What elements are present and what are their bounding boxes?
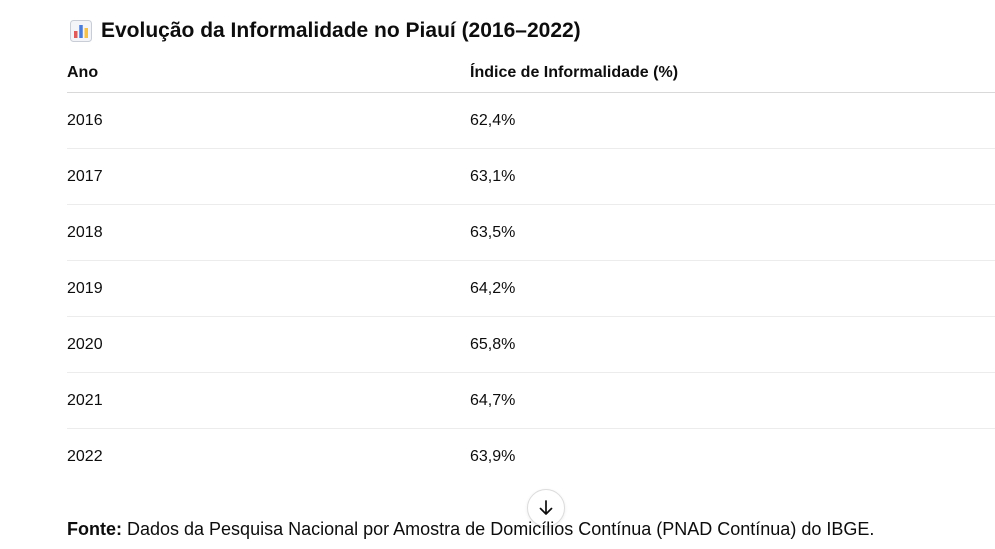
cell-year: 2017 — [67, 148, 470, 205]
cell-index: 64,2% — [470, 260, 995, 317]
column-header-ano: Ano — [67, 54, 470, 93]
cell-index: 65,8% — [470, 316, 995, 373]
source-label: Fonte: — [67, 519, 122, 539]
cell-index: 63,5% — [470, 204, 995, 261]
title-row: Evolução da Informalidade no Piauí (2016… — [70, 16, 581, 46]
scroll-down-button[interactable] — [527, 489, 565, 527]
cell-index: 62,4% — [470, 92, 995, 149]
informality-table: Ano Índice de Informalidade (%) 2016 62,… — [67, 54, 995, 484]
table-row: 2020 65,8% — [67, 316, 995, 373]
page-title: Evolução da Informalidade no Piauí (2016… — [101, 19, 581, 42]
source-text: Dados da Pesquisa Nacional por Amostra d… — [121, 519, 875, 539]
cell-year: 2016 — [67, 92, 470, 149]
cell-year: 2019 — [67, 260, 470, 317]
table-row: 2022 63,9% — [67, 429, 995, 485]
cell-year: 2021 — [67, 372, 470, 429]
cell-index: 63,1% — [470, 148, 995, 205]
table-row: 2017 63,1% — [67, 148, 995, 205]
cell-index: 63,9% — [470, 447, 516, 465]
table-row: 2019 64,2% — [67, 260, 995, 317]
cell-index: 64,7% — [470, 372, 995, 429]
bar-chart-icon — [70, 20, 92, 42]
cell-year: 2020 — [67, 316, 470, 373]
cell-year: 2018 — [67, 204, 470, 261]
arrow-down-icon — [539, 500, 553, 515]
source-note: Fonte: Dados da Pesquisa Nacional por Am… — [67, 519, 874, 540]
table-row: 2018 63,5% — [67, 204, 995, 261]
table-row: 2021 64,7% — [67, 372, 995, 429]
column-header-indice: Índice de Informalidade (%) — [470, 54, 995, 93]
table-header-row: Ano Índice de Informalidade (%) — [67, 54, 995, 93]
cell-year: 2022 — [67, 447, 103, 465]
table-row: 2016 62,4% — [67, 92, 995, 149]
